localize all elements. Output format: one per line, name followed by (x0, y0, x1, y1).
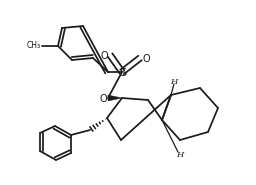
Text: S: S (120, 68, 126, 78)
Text: O: O (99, 94, 107, 104)
Text: H: H (176, 151, 184, 159)
Text: CH₃: CH₃ (27, 41, 41, 51)
Polygon shape (108, 95, 122, 101)
Text: O: O (100, 51, 108, 61)
Text: O: O (142, 54, 150, 64)
Text: H: H (170, 78, 178, 86)
